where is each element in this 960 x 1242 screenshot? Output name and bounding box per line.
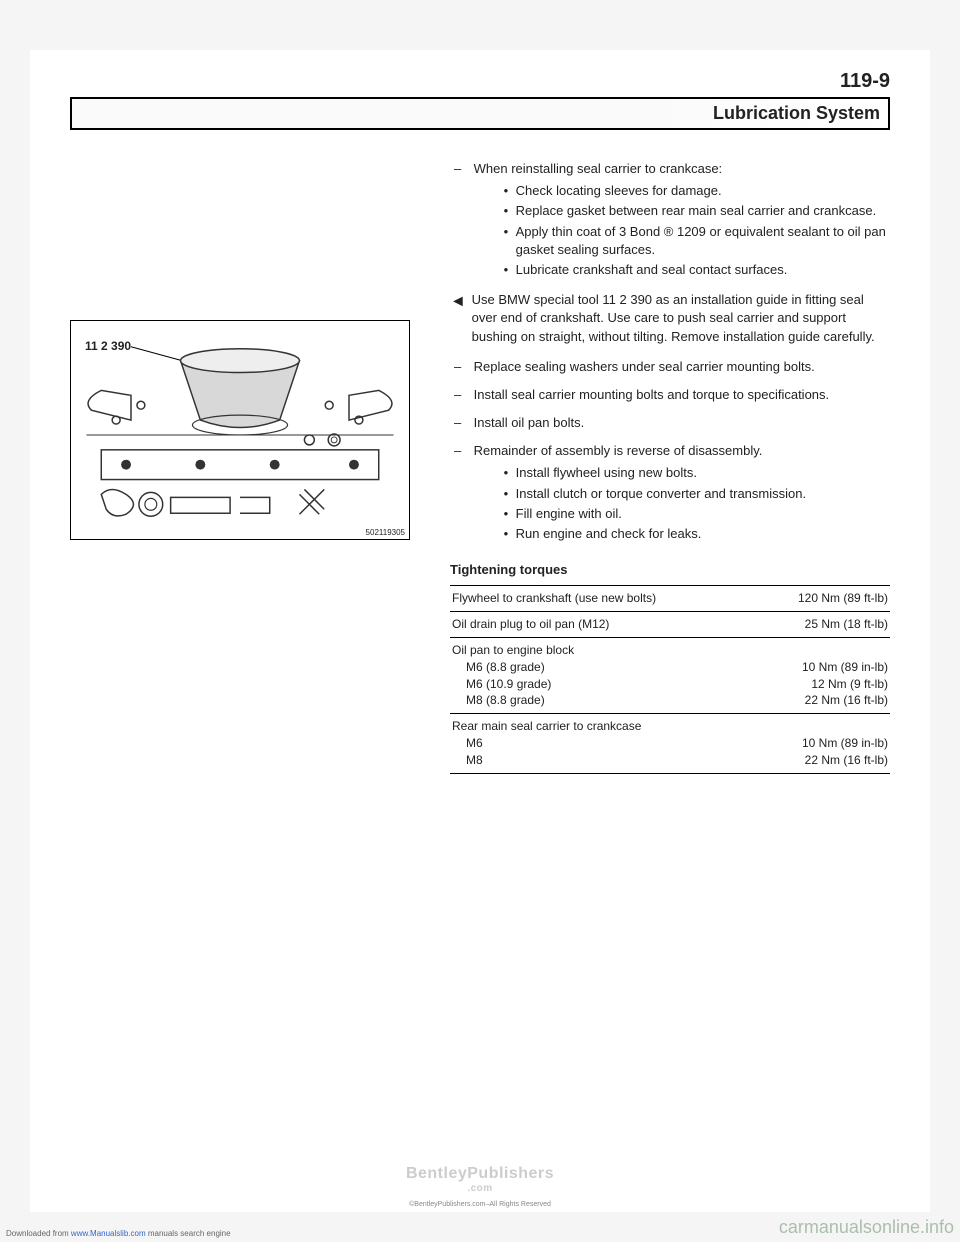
content-area: 11 2 390: [70, 160, 890, 774]
torque-label: Flywheel to crankshaft (use new bolts): [450, 586, 753, 612]
torque-sub-label: M6 (10.9 grade): [452, 676, 751, 693]
list-item: Install flywheel using new bolts.: [504, 464, 888, 482]
torque-sub-label: M6 (8.8 grade): [452, 659, 751, 676]
list-item: Run engine and check for leaks.: [504, 525, 888, 543]
list-item: Replace gasket between rear main seal ca…: [504, 202, 888, 220]
step-oil-pan-text: Install oil pan bolts.: [474, 414, 888, 432]
site-watermark: carmanualsonline.info: [779, 1217, 954, 1238]
list-item: Lubricate crankshaft and seal contact su…: [504, 261, 888, 279]
dash-icon: –: [454, 358, 470, 376]
step-reinstall: – When reinstalling seal carrier to cran…: [454, 160, 890, 281]
figure-box: 11 2 390: [70, 320, 410, 540]
watermark-main: BentleyPublishers: [406, 1165, 554, 1182]
torque-title: Tightening torques: [450, 561, 890, 579]
download-pre: Downloaded from: [6, 1229, 71, 1238]
step-oil-pan: – Install oil pan bolts.: [454, 414, 890, 432]
seal-carrier-diagram: [71, 321, 409, 539]
torque-sub-value: 12 Nm (9 ft-lb): [811, 677, 888, 691]
dash-icon: –: [454, 386, 470, 404]
page-number: 119-9: [70, 70, 890, 93]
download-post: manuals search engine: [146, 1229, 231, 1238]
table-row: Rear main seal carrier to crankcase M6 M…: [450, 714, 890, 773]
reinstall-sublist: Check locating sleeves for damage. Repla…: [504, 182, 888, 279]
step-washers: – Replace sealing washers under seal car…: [454, 358, 890, 376]
step-washers-text: Replace sealing washers under seal carri…: [474, 358, 888, 376]
torque-sub-label: M6: [452, 735, 751, 752]
figure-column: 11 2 390: [70, 160, 430, 774]
torque-value-group: 10 Nm (89 in-lb) 12 Nm (9 ft-lb) 22 Nm (…: [753, 637, 890, 713]
step-remainder-lead: Remainder of assembly is reverse of disa…: [474, 443, 763, 458]
watermark-sub: .com: [406, 1183, 554, 1194]
step-reinstall-lead: When reinstalling seal carrier to crankc…: [474, 161, 723, 176]
torque-label: Oil drain plug to oil pan (M12): [450, 612, 753, 638]
step-remainder: – Remainder of assembly is reverse of di…: [454, 442, 890, 545]
table-row: Oil drain plug to oil pan (M12) 25 Nm (1…: [450, 612, 890, 638]
dash-icon: –: [454, 160, 470, 178]
section-header: Lubrication System: [70, 97, 890, 130]
torque-group-label: Oil pan to engine block: [452, 643, 574, 657]
figure-tool-label: 11 2 390: [85, 339, 131, 353]
torque-table: Flywheel to crankshaft (use new bolts) 1…: [450, 585, 890, 773]
watermark: BentleyPublishers .com: [406, 1165, 554, 1194]
remainder-sublist: Install flywheel using new bolts. Instal…: [504, 464, 888, 543]
torque-sub-label: M8: [452, 752, 751, 769]
torque-sub-value: 22 Nm (16 ft-lb): [805, 693, 888, 707]
list-item: Apply thin coat of 3 Bond ® 1209 or equi…: [504, 223, 888, 259]
step-mount-bolts-text: Install seal carrier mounting bolts and …: [474, 386, 888, 404]
list-item: Check locating sleeves for damage.: [504, 182, 888, 200]
torque-sub-value: 22 Nm (16 ft-lb): [805, 753, 888, 767]
torque-sub-value: 10 Nm (89 in-lb): [802, 660, 888, 674]
download-source: Downloaded from www.Manualslib.com manua…: [6, 1229, 231, 1238]
dash-icon: –: [454, 442, 470, 460]
torque-value-group: 10 Nm (89 in-lb) 22 Nm (16 ft-lb): [753, 714, 890, 773]
table-row: Oil pan to engine block M6 (8.8 grade) M…: [450, 637, 890, 713]
arrow-icon: ◄: [450, 291, 468, 313]
list-item: Install clutch or torque converter and t…: [504, 485, 888, 503]
text-column: – When reinstalling seal carrier to cran…: [450, 160, 890, 774]
step-mount-bolts: – Install seal carrier mounting bolts an…: [454, 386, 890, 404]
manualslib-link[interactable]: www.Manualslib.com: [71, 1229, 146, 1238]
table-row: Flywheel to crankshaft (use new bolts) 1…: [450, 586, 890, 612]
manual-page: 119-9 Lubrication System 11 2 390: [30, 50, 930, 1212]
step-tool: ◄ Use BMW special tool 11 2 390 as an in…: [450, 291, 890, 346]
figure-ref-number: 502119305: [366, 528, 405, 537]
torque-sub-value: 10 Nm (89 in-lb): [802, 736, 888, 750]
dash-icon: –: [454, 414, 470, 432]
copyright-text: ©BentleyPublishers.com–All Rights Reserv…: [409, 1201, 551, 1208]
torque-sub-label: M8 (8.8 grade): [452, 692, 751, 709]
torque-value: 25 Nm (18 ft-lb): [753, 612, 890, 638]
torque-label: Rear main seal carrier to crankcase M6 M…: [450, 714, 753, 773]
torque-value: 120 Nm (89 ft-lb): [753, 586, 890, 612]
step-tool-text: Use BMW special tool 11 2 390 as an inst…: [472, 291, 890, 346]
torque-label: Oil pan to engine block M6 (8.8 grade) M…: [450, 637, 753, 713]
torque-group-label: Rear main seal carrier to crankcase: [452, 719, 641, 733]
list-item: Fill engine with oil.: [504, 505, 888, 523]
